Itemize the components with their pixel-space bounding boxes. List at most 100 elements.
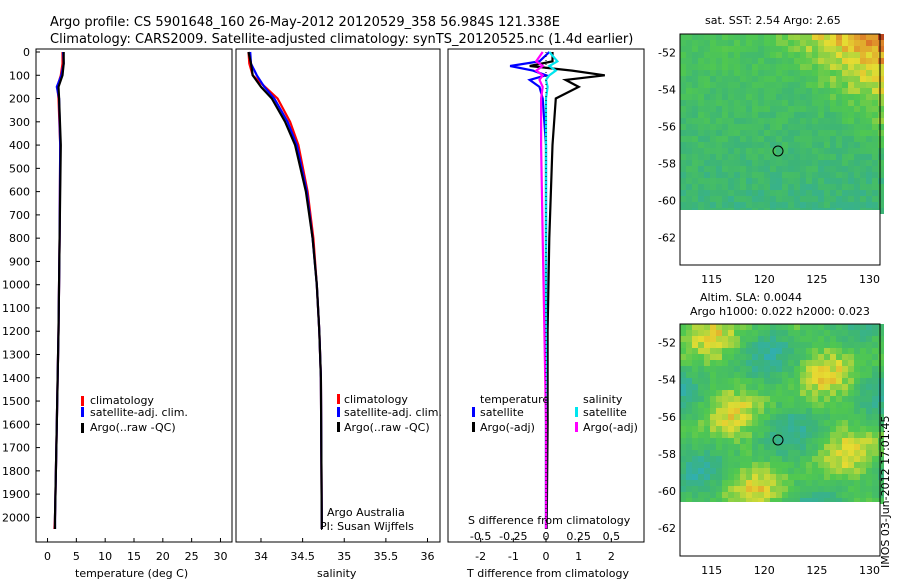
map-cell <box>764 354 770 360</box>
map-cell <box>848 34 854 40</box>
map-cell <box>782 52 788 58</box>
map-cell <box>770 124 776 130</box>
map-cell <box>794 64 800 70</box>
map-cell <box>872 46 878 52</box>
map-cell <box>734 142 740 148</box>
map-cell <box>854 492 860 498</box>
map-cell <box>746 124 752 130</box>
map-cell <box>830 148 836 154</box>
map-cell <box>770 390 776 396</box>
map-cell <box>722 342 728 348</box>
map-cell <box>704 462 710 468</box>
map-cell <box>842 342 848 348</box>
map-cell <box>752 100 758 106</box>
map-cell <box>830 384 836 390</box>
map-cell <box>794 402 800 408</box>
map-cell <box>686 330 692 336</box>
map-cell <box>716 420 722 426</box>
map-cell <box>746 58 752 64</box>
map-cell <box>686 88 692 94</box>
map-cell <box>830 342 836 348</box>
depth-tick-label: 1800 <box>2 465 30 478</box>
map-cell <box>746 196 752 202</box>
map-cell <box>788 148 794 154</box>
map-cell <box>854 118 860 124</box>
map-cell <box>824 172 830 178</box>
map-cell <box>752 130 758 136</box>
map-cell <box>740 46 746 52</box>
map-cell <box>776 402 782 408</box>
map-cell <box>686 390 692 396</box>
map-cell <box>860 88 866 94</box>
depth-tick-label: 700 <box>9 209 30 222</box>
map-cell <box>716 112 722 118</box>
map-cell <box>800 330 806 336</box>
map-cell <box>746 474 752 480</box>
map-cell <box>728 154 734 160</box>
map-cell <box>728 160 734 166</box>
map-cell <box>848 178 854 184</box>
map-cell <box>794 390 800 396</box>
map-cell <box>818 172 824 178</box>
map-cell <box>734 202 740 208</box>
map-cell <box>776 414 782 420</box>
map-cell <box>758 330 764 336</box>
map-cell <box>878 82 884 88</box>
map-cell <box>830 184 836 190</box>
map-cell <box>812 190 818 196</box>
map-cell <box>812 438 818 444</box>
map-cell <box>818 420 824 426</box>
map-cell <box>860 202 866 208</box>
map-cell <box>782 426 788 432</box>
map-cell <box>782 420 788 426</box>
map-cell <box>752 378 758 384</box>
map-cell <box>752 64 758 70</box>
map-cell <box>794 160 800 166</box>
map-cell <box>704 324 710 330</box>
map-cell <box>794 498 800 504</box>
map-cell <box>842 106 848 112</box>
map-cell <box>788 178 794 184</box>
map-cell <box>866 402 872 408</box>
diff-legend-swatch-t-argo <box>472 422 475 432</box>
map-cell <box>854 184 860 190</box>
map-cell <box>854 112 860 118</box>
map-cell <box>764 178 770 184</box>
map-cell <box>794 40 800 46</box>
map-cell <box>830 456 836 462</box>
map-cell <box>842 160 848 166</box>
map-cell <box>728 172 734 178</box>
map-cell <box>794 154 800 160</box>
map-cell <box>770 184 776 190</box>
map-cell <box>776 462 782 468</box>
map-cell <box>812 354 818 360</box>
map-cell <box>860 468 866 474</box>
map-cell <box>716 426 722 432</box>
map-cell <box>818 190 824 196</box>
map-cell <box>794 100 800 106</box>
map-cell <box>746 444 752 450</box>
map-cell <box>716 88 722 94</box>
map-cell <box>698 100 704 106</box>
map-cell <box>722 468 728 474</box>
map-cell <box>710 154 716 160</box>
map-cell <box>710 372 716 378</box>
map-cell <box>872 34 878 40</box>
map-cell <box>764 64 770 70</box>
map-cell <box>716 184 722 190</box>
map-cell <box>818 82 824 88</box>
map-cell <box>710 462 716 468</box>
map-cell <box>740 112 746 118</box>
map-cell <box>860 58 866 64</box>
map-cell <box>836 40 842 46</box>
map-cell <box>692 342 698 348</box>
map-cell <box>746 64 752 70</box>
map-cell <box>878 178 884 184</box>
map-cell <box>680 136 686 142</box>
map-cell <box>854 426 860 432</box>
map-y-tick-label: -58 <box>658 157 676 170</box>
map-cell <box>866 34 872 40</box>
map-cell <box>830 70 836 76</box>
map-cell <box>716 384 722 390</box>
map-cell <box>830 462 836 468</box>
